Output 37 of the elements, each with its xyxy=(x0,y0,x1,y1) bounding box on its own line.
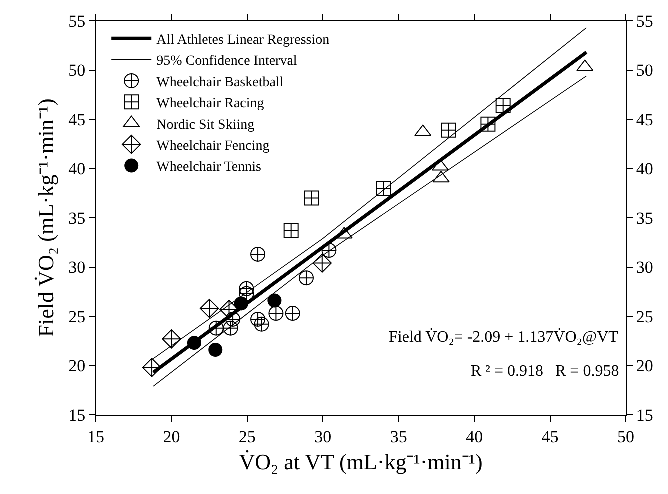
x-tick-label: 35 xyxy=(390,427,408,446)
y-tick-label: 30 xyxy=(68,258,86,278)
y2-tick-label: 25 xyxy=(636,307,654,326)
x-tick-label: 50 xyxy=(618,427,634,446)
y2-tick-label: 30 xyxy=(636,258,654,278)
legend-label: Nordic Sit Skiing xyxy=(156,118,255,133)
legend-label: Wheelchair Fencing xyxy=(156,139,270,154)
legend-label: 95% Confidence Interval xyxy=(156,54,298,70)
y2-tick-label: 50 xyxy=(636,61,654,80)
x-tick-label: 25 xyxy=(238,427,256,446)
y2-tick-label: 20 xyxy=(636,356,654,376)
y2-tick-label: 55 xyxy=(636,12,654,31)
x-tick-label: 45 xyxy=(542,427,559,446)
y-tick-label: 45 xyxy=(68,110,86,130)
y2-tick-label: 40 xyxy=(636,160,654,179)
y-tick-label: 20 xyxy=(68,356,86,376)
x-tick-label: 30 xyxy=(314,427,332,446)
annotation: R ² = 0.918 R = 0.958 xyxy=(471,363,620,380)
y-tick-label: 15 xyxy=(68,406,86,425)
y2-tick-label: 45 xyxy=(636,110,654,130)
y-tick-label: 50 xyxy=(68,61,86,80)
x-tick-label: 20 xyxy=(163,427,180,446)
y-tick-label: 25 xyxy=(68,307,86,326)
y-tick-label: 55 xyxy=(68,12,86,31)
legend-label: Wheelchair Tennis xyxy=(156,160,262,176)
legend-label: Wheelchair Basketball xyxy=(156,75,284,90)
y2-tick-label: 35 xyxy=(636,208,654,228)
legend-label: Wheelchair Racing xyxy=(156,96,264,112)
x-axis-title: V̇O₂ at VT (mL·kg⁻¹·min⁻¹) xyxy=(239,449,483,474)
x-tick-label: 15 xyxy=(88,427,104,446)
y2-tick-label: 15 xyxy=(636,406,654,425)
y-tick-label: 40 xyxy=(68,160,86,179)
legend-label: All Athletes Linear Regression xyxy=(156,33,330,48)
y-axis-title: Field V̇O₂ (mL·kg⁻¹·min⁻¹) xyxy=(33,98,58,338)
y-tick-label: 35 xyxy=(68,208,86,228)
x-tick-label: 40 xyxy=(466,427,484,446)
annotation: Field V̇O₂= -2.09 + 1.137V̇O₂@VT xyxy=(389,328,619,346)
